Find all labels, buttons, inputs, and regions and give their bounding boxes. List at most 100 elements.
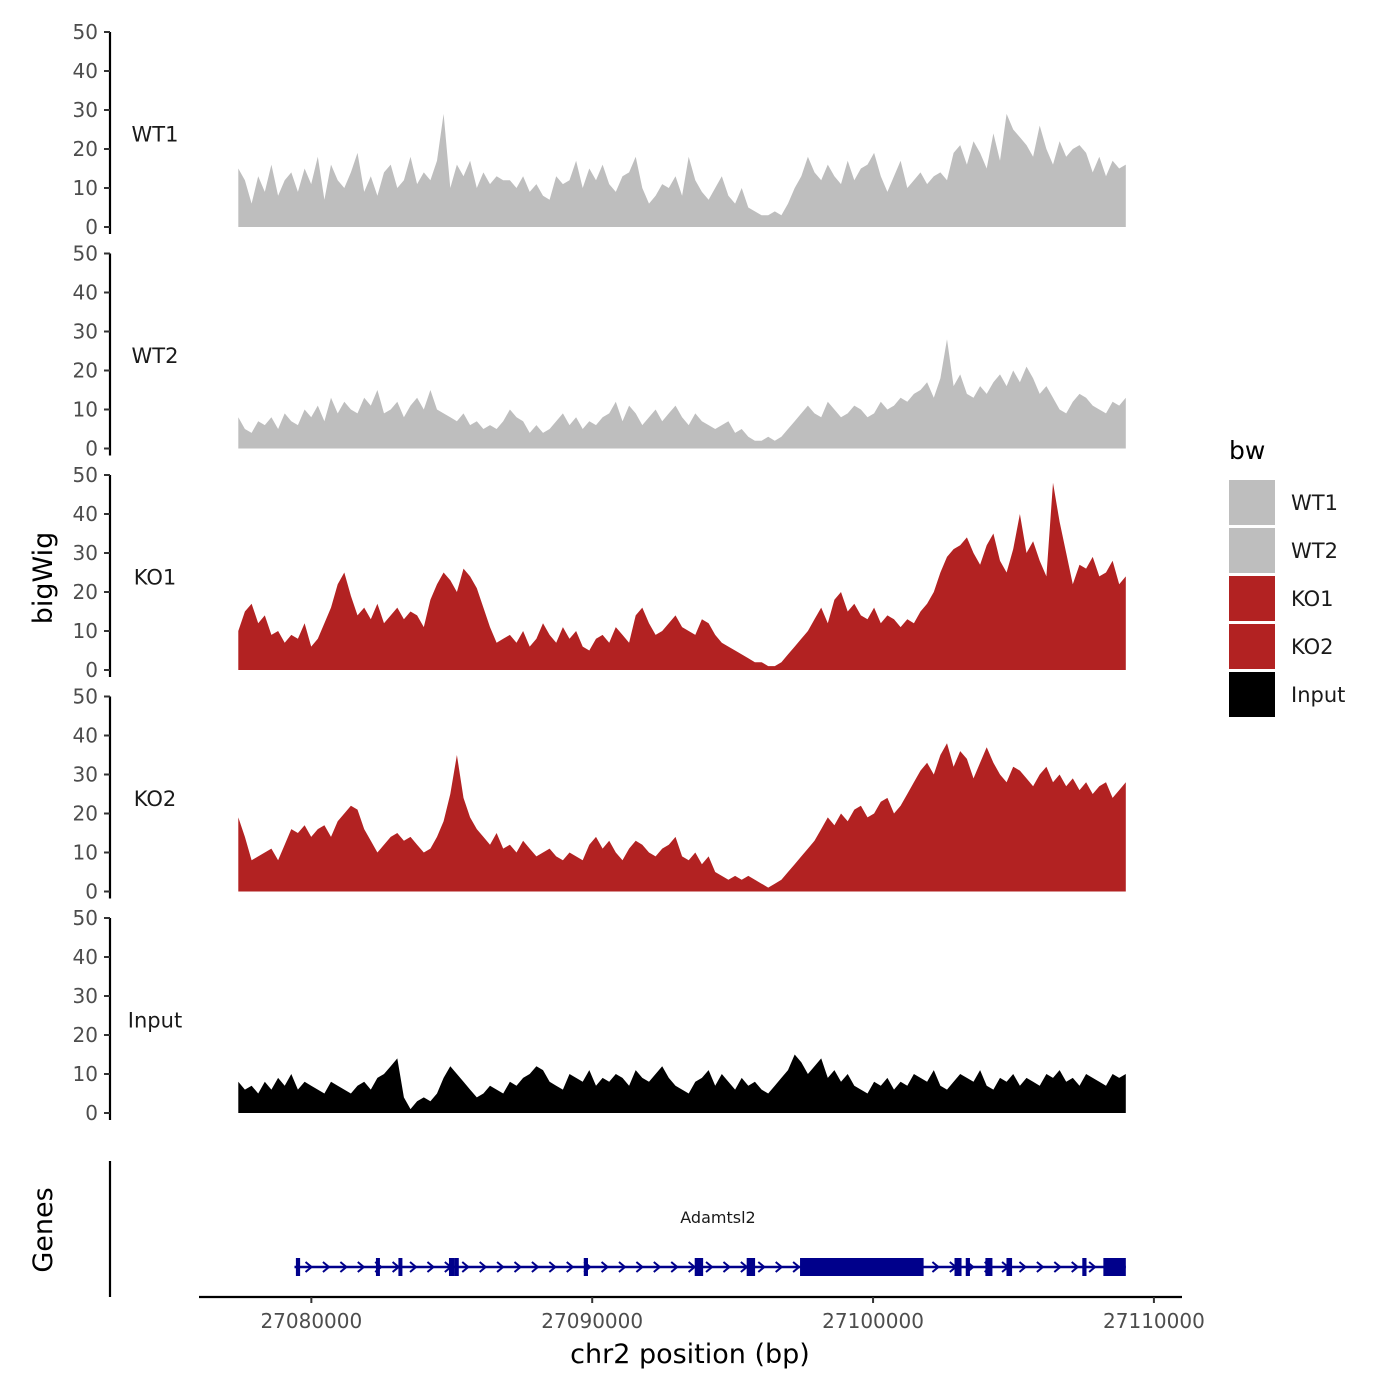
track-label: WT1	[132, 122, 179, 146]
x-tick-label: 27080000	[260, 1309, 362, 1333]
y-tick-label: 40	[73, 724, 98, 748]
strand-arrow	[513, 1261, 523, 1273]
strand-arrow	[722, 1261, 732, 1273]
gene-exon	[1006, 1258, 1013, 1276]
y-tick-label: 50	[73, 906, 98, 930]
strand-arrow	[931, 1261, 940, 1273]
signal-panels: 0 10 20 30 40 50 WT1 0 10 20 30 40 50 WT2 0 10 20 30 40 50 K…	[73, 20, 1126, 1125]
legend-key	[1229, 624, 1275, 669]
strand-arrow	[322, 1261, 331, 1273]
track-label: KO1	[134, 565, 177, 589]
legend-title: bw	[1229, 436, 1265, 465]
y-tick-label: 40	[73, 502, 98, 526]
strand-arrow	[1088, 1261, 1097, 1273]
strand-arrow	[357, 1261, 366, 1273]
gene-exon	[1103, 1258, 1126, 1276]
y-axis-title: bigWig	[28, 532, 59, 625]
genes-axis-title: Genes	[28, 1187, 59, 1272]
x-axis: 27080000 27090000 27100000 27110000	[199, 1295, 1205, 1333]
gene-exon	[985, 1258, 993, 1276]
strand-arrow	[531, 1261, 540, 1273]
gene-exon	[746, 1258, 756, 1276]
y-tick-label: 20	[73, 580, 98, 604]
y-tick-label: 40	[73, 281, 98, 305]
gene-name-label: Adamtsl2	[680, 1208, 755, 1227]
strand-arrow	[757, 1261, 766, 1273]
strand-arrow	[1071, 1261, 1080, 1273]
legend-label: KO2	[1291, 635, 1334, 659]
gene-exon	[694, 1258, 704, 1276]
strand-arrow	[653, 1261, 662, 1273]
y-tick-label: 0	[85, 437, 98, 461]
gene-exon	[295, 1258, 301, 1276]
y-tick-label: 30	[73, 320, 98, 344]
strand-arrow	[1036, 1261, 1045, 1273]
area-series-wt2	[238, 339, 1126, 449]
x-tick-label: 27110000	[1103, 1309, 1205, 1333]
y-tick-label: 30	[73, 98, 98, 122]
strand-arrow	[670, 1261, 679, 1273]
y-tick-label: 0	[85, 880, 98, 904]
gene-track: Adamtsl2	[108, 1161, 1126, 1297]
y-tick-label: 50	[73, 20, 98, 44]
legend-label: WT2	[1291, 539, 1338, 563]
area-series-wt1	[238, 113, 1126, 227]
x-tick-label: 27090000	[541, 1309, 643, 1333]
gene-exon	[954, 1258, 962, 1276]
y-tick-label: 50	[73, 685, 98, 709]
y-tick-label: 10	[73, 841, 98, 865]
y-tick-label: 10	[73, 619, 98, 643]
gene-exon	[398, 1258, 403, 1276]
y-tick-label: 0	[85, 1101, 98, 1125]
y-tick-label: 10	[73, 176, 98, 200]
strand-arrow	[461, 1261, 470, 1273]
gene-exon	[965, 1258, 970, 1276]
y-tick-label: 40	[73, 945, 98, 969]
track-label: Input	[128, 1008, 182, 1032]
strand-arrow	[775, 1261, 784, 1273]
y-tick-label: 20	[73, 1023, 98, 1047]
legend-key	[1229, 576, 1275, 621]
legend-key	[1229, 672, 1275, 717]
strand-arrow	[339, 1261, 348, 1273]
x-tick-label: 27100000	[822, 1309, 924, 1333]
panel-ko1: 0 10 20 30 40 50 KO1	[73, 463, 1126, 682]
legend-key	[1229, 528, 1275, 573]
gene-exon	[800, 1258, 924, 1276]
y-tick-label: 20	[73, 137, 98, 161]
strand-arrow	[635, 1261, 644, 1273]
strand-arrow	[304, 1261, 314, 1273]
y-tick-label: 40	[73, 59, 98, 83]
track-label: KO2	[134, 787, 177, 811]
legend-label: Input	[1291, 683, 1345, 707]
y-tick-label: 20	[73, 802, 98, 826]
legend-key	[1229, 480, 1275, 525]
legend: bw WT1 WT2 KO1 KO2 Input	[1229, 436, 1345, 717]
gene-exon	[1082, 1258, 1087, 1276]
gene-exon	[583, 1258, 588, 1276]
strand-arrow	[705, 1261, 714, 1273]
strand-arrow	[1018, 1261, 1028, 1273]
gene-exon	[375, 1258, 380, 1276]
strand-arrow	[1053, 1261, 1062, 1273]
strand-arrow	[409, 1261, 418, 1273]
y-tick-label: 30	[73, 984, 98, 1008]
panel-ko2: 0 10 20 30 40 50 KO2	[73, 685, 1126, 904]
y-tick-label: 0	[85, 658, 98, 682]
panel-wt2: 0 10 20 30 40 50 WT2	[73, 242, 1126, 461]
y-tick-label: 10	[73, 398, 98, 422]
strand-arrow	[687, 1261, 697, 1273]
strand-arrow	[792, 1261, 801, 1273]
area-series-ko2	[238, 743, 1126, 892]
strand-arrow	[548, 1261, 557, 1273]
strand-arrow	[618, 1261, 627, 1273]
track-label: WT2	[132, 344, 179, 368]
strand-arrow	[600, 1261, 610, 1273]
gene-exon	[454, 1258, 459, 1276]
y-tick-label: 50	[73, 242, 98, 266]
x-axis-title: chr2 position (bp)	[570, 1339, 810, 1370]
y-tick-label: 20	[73, 359, 98, 383]
area-series-input	[238, 1054, 1126, 1113]
area-series-ko1	[238, 482, 1126, 670]
